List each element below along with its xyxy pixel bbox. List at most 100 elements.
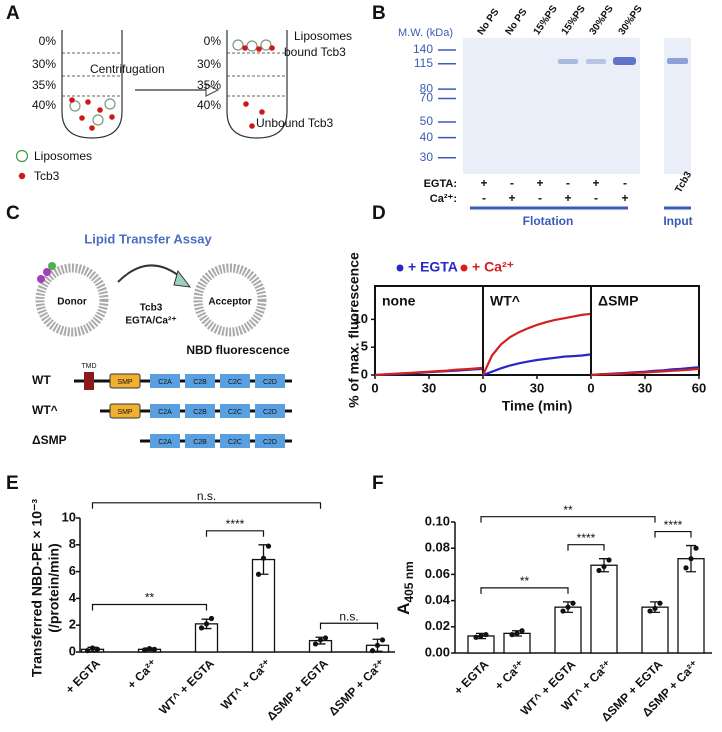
domain bbox=[109, 403, 141, 419]
domain-label: C2B bbox=[193, 439, 207, 446]
subplot-title: WT^ bbox=[490, 293, 520, 309]
panel-label: F bbox=[372, 473, 384, 494]
domain bbox=[109, 373, 141, 389]
data-point bbox=[374, 642, 381, 648]
mw-title: M.W. (kDa) bbox=[398, 27, 453, 39]
sign: + bbox=[536, 176, 543, 190]
y-tick-label: 0 bbox=[361, 366, 368, 381]
data-point bbox=[683, 565, 689, 571]
x-tick-label: + Ca²⁺ bbox=[492, 657, 527, 692]
y-tick-label: 0.10 bbox=[425, 513, 450, 528]
sign: - bbox=[538, 191, 542, 205]
panel-label: C bbox=[6, 203, 20, 224]
marker-label: 140 bbox=[413, 42, 433, 56]
construct-name: WT^ bbox=[32, 403, 58, 417]
data-point bbox=[478, 633, 484, 639]
band bbox=[613, 57, 636, 65]
lane-label: 30%PS bbox=[617, 3, 645, 37]
donor-vesicle bbox=[35, 263, 109, 337]
sign: - bbox=[566, 176, 570, 190]
domain-label: C2C bbox=[228, 439, 242, 446]
y-axis-label-sub: 405 nm bbox=[402, 561, 416, 602]
y-axis-label: A405 nm bbox=[394, 561, 416, 615]
x-tick-label: 60 bbox=[692, 380, 706, 395]
lane-label: No PS bbox=[504, 7, 530, 38]
data-point bbox=[483, 632, 489, 638]
liposome bbox=[232, 39, 244, 51]
data-point bbox=[255, 571, 262, 577]
data-point bbox=[203, 621, 210, 627]
x-tick-label: 30 bbox=[422, 380, 436, 395]
domain-label: C2A bbox=[158, 439, 172, 446]
tube-drawings bbox=[15, 30, 288, 180]
data-point bbox=[312, 641, 319, 647]
domain-label: C2A bbox=[158, 379, 172, 386]
domain-label: C2C bbox=[228, 379, 242, 386]
tube bbox=[226, 30, 288, 139]
gradient-label: 0% bbox=[204, 34, 222, 48]
y-tick-label: 0.06 bbox=[425, 566, 450, 581]
legend-label: + Ca²⁺ bbox=[472, 259, 514, 275]
y-tick-label: 0.08 bbox=[425, 540, 450, 555]
data-point bbox=[601, 563, 607, 570]
condition-label: EGTA/Ca²⁺ bbox=[125, 316, 176, 327]
protein-dot bbox=[249, 123, 255, 129]
significance-bracket bbox=[567, 544, 605, 551]
bound-label: Liposomes bbox=[294, 29, 352, 43]
construct-name: ΔSMP bbox=[32, 433, 67, 447]
liposome bbox=[92, 114, 104, 126]
acceptor-vesicle bbox=[193, 263, 267, 337]
legend-protein bbox=[18, 172, 26, 180]
bar bbox=[677, 558, 705, 654]
subplot-title: none bbox=[382, 293, 416, 309]
sign: + bbox=[508, 191, 515, 205]
data-point bbox=[146, 646, 153, 652]
legend-marker bbox=[396, 264, 404, 272]
domain-label: C2B bbox=[193, 409, 207, 416]
data-point bbox=[317, 637, 324, 643]
y-tick-label: 4 bbox=[69, 590, 77, 605]
data-point bbox=[688, 556, 694, 562]
liposome bbox=[246, 40, 258, 52]
sign: - bbox=[482, 191, 486, 205]
panel-label: D bbox=[372, 203, 386, 224]
domain bbox=[220, 404, 250, 418]
bar bbox=[641, 606, 669, 654]
sign: + bbox=[621, 191, 628, 205]
domain-label: SMP bbox=[117, 379, 133, 386]
data-point bbox=[560, 608, 566, 614]
marker-label: 115 bbox=[414, 56, 433, 70]
data-point bbox=[208, 615, 215, 622]
panel-label: E bbox=[6, 473, 19, 494]
protein-dot bbox=[256, 46, 262, 52]
protein-dot bbox=[259, 109, 265, 115]
x-tick-label: + EGTA bbox=[63, 656, 103, 696]
domain-label: C2D bbox=[263, 409, 277, 416]
sign: - bbox=[594, 191, 598, 205]
liposome bbox=[260, 39, 272, 51]
marker-label: 40 bbox=[420, 130, 434, 144]
data-point bbox=[260, 555, 267, 561]
y-axis-label: % of max. fluorescence bbox=[346, 252, 362, 408]
group-label: Input bbox=[663, 214, 692, 228]
y-tick-label: 2 bbox=[69, 617, 76, 632]
y-tick-label: 0.04 bbox=[425, 592, 451, 607]
bound-label: bound Tcb3 bbox=[284, 45, 346, 59]
domain bbox=[255, 434, 285, 448]
domain-label: C2C bbox=[228, 409, 242, 416]
significance-label: **** bbox=[226, 517, 245, 531]
protein-dot bbox=[85, 99, 91, 105]
significance-bracket bbox=[205, 530, 265, 537]
x-tick-label: 0 bbox=[479, 380, 486, 395]
tube bbox=[61, 30, 123, 139]
x-tick-label: WT^ + Ca²⁺ bbox=[218, 656, 274, 712]
sign: - bbox=[623, 176, 627, 190]
data-point bbox=[94, 646, 101, 652]
domain bbox=[220, 374, 250, 388]
gradient-label: 30% bbox=[197, 57, 221, 71]
y-tick-label: 0 bbox=[69, 643, 76, 658]
protein-dot bbox=[269, 45, 275, 51]
significance-bracket bbox=[480, 587, 569, 594]
band bbox=[667, 58, 688, 64]
x-tick-label: + EGTA bbox=[451, 657, 491, 697]
